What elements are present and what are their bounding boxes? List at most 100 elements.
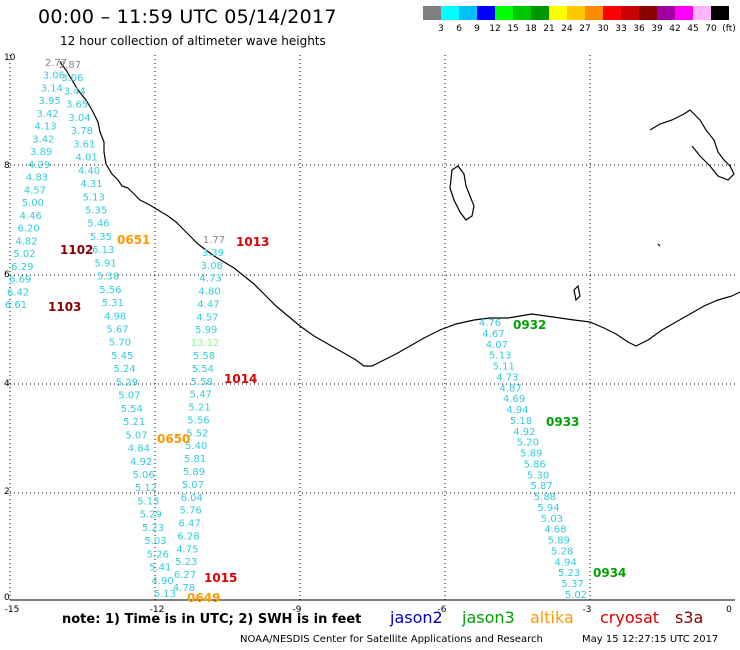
legend-swatch [639,6,657,20]
time-label: 1015 [204,571,237,585]
legend-swatch [693,6,711,20]
legend-swatch [603,6,621,20]
swh-value: 4.98 [104,311,126,322]
legend-swatch [711,6,729,20]
swh-value: 5.00 [22,198,44,209]
legend-label: 27 [579,24,591,34]
x-tick-label: 0 [726,605,732,615]
legend-swatch [513,6,531,20]
swh-value: 4.76 [479,318,501,329]
swh-value: 4.57 [196,312,218,323]
swh-value: 4.57 [24,185,46,196]
swh-value: 4.83 [26,173,48,184]
swh-value: 5.91 [94,258,116,269]
swh-value: 5.31 [102,298,124,309]
swh-value: 5.29 [116,377,138,388]
legend-label: 24 [561,24,573,34]
swh-value: 5.03 [144,536,166,547]
swh-value: 4.80 [198,287,220,298]
swh-value: 4.29 [28,160,50,171]
swh-value: 4.73 [200,274,222,285]
swh-value: 5.35 [90,232,112,243]
swh-value: 5.89 [183,467,205,478]
swh-value: 3.39 [202,248,224,259]
swh-value: 5.38 [97,272,119,283]
swh-value: 4.01 [75,153,97,164]
legend-label: 45 [687,24,699,34]
legend-label: 42 [669,24,681,34]
legend-swatch [621,6,639,20]
legend-swatch [531,6,549,20]
y-tick-label: 8 [4,161,10,171]
swh-value: 6.13 [92,245,114,256]
x-tick-label: -3 [583,605,592,615]
swh-value: 4.78 [173,583,195,594]
swh-value: 3.89 [30,147,52,158]
swh-value: 6.61 [5,300,27,311]
legend-label: 9 [474,24,480,34]
swh-value: 3.61 [73,139,95,150]
swh-value: 5.07 [118,391,140,402]
swh-value: 6.04 [181,493,203,504]
swh-value: 5.18 [510,416,532,427]
legend-label: 12 [489,24,501,34]
legend-swatch [657,6,675,20]
swh-value: 3.42 [32,134,54,145]
coastline-point-1 [657,243,661,247]
swh-value: 5.56 [187,415,209,426]
swh-value: 5.58 [193,351,215,362]
timestamp: May 15 12:27:15 UTC 2017 [582,634,719,645]
swh-value: 5.54 [192,364,214,375]
legend-jason2: jason2 [390,608,443,627]
legend-s3a: s3a [675,608,704,627]
swh-value: 5.23 [175,557,197,568]
time-label: 0934 [593,566,626,580]
swh-value: 5.06 [132,470,154,481]
swh-value: 5.07 [125,430,147,441]
swh-value: 6.69 [9,275,31,286]
legend-jason3: jason3 [462,608,515,627]
time-label: 0651 [117,233,150,247]
legend-label: 33 [615,24,627,34]
credit-line: NOAA/NESDIS Center for Satellite Applica… [240,634,543,645]
swh-value: 4.13 [34,122,56,133]
legend-label: 70 [705,24,717,34]
swh-value: 5.94 [537,503,559,514]
swh-value: 1.77 [203,235,225,246]
swh-value: 5.28 [551,546,573,557]
swh-value: 5.07 [182,480,204,491]
swh-value: 4.92 [513,427,535,438]
swh-value: 5.24 [113,364,135,375]
coastline-north-island [449,165,475,221]
y-tick-label: 10 [4,53,16,63]
swh-value: 5.37 [561,579,583,590]
swh-value: 4.92 [130,457,152,468]
grid-lines [9,55,735,601]
coastline-small-island [573,284,581,302]
swh-value: 4.68 [544,525,566,536]
swh-value: 5.29 [140,510,162,521]
swh-value: 6.47 [178,519,200,530]
coastline [59,61,740,367]
swh-value: 5.23 [142,523,164,534]
time-label: 1013 [236,235,269,249]
legend-swatch [567,6,585,20]
swh-value: 3.06 [61,73,83,84]
x-tick-label: -6 [438,605,447,615]
swh-value: 5.21 [188,403,210,414]
swh-value: 3.06 [43,71,65,82]
swh-value: 5.56 [99,285,121,296]
swh-value: 4.84 [128,444,150,455]
swh-value: 5.21 [123,417,145,428]
swh-value: 5.89 [548,536,570,547]
time-label: 1103 [48,300,81,314]
swh-value: 3.42 [36,109,58,120]
legend-swatch [675,6,693,20]
swh-value: 3.44 [64,86,86,97]
y-tick-label: 0 [4,593,10,603]
time-label: 0650 [157,432,190,446]
legend-label: 36 [633,24,645,34]
coastline-northeast [649,109,735,181]
swh-value: 5.88 [534,492,556,503]
legend-swatch [495,6,513,20]
